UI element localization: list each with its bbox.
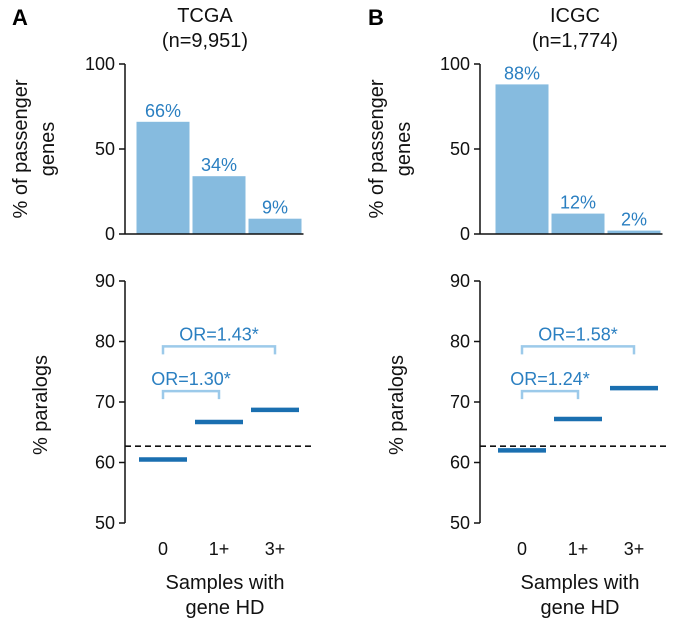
- y-axis-label: % of passenger: [10, 79, 32, 218]
- bar-chart: 88% 12% 2% 0 50 100 % of passenger genes: [366, 54, 663, 244]
- x-axis-label: Samples with: [166, 572, 285, 594]
- or-label: OR=1.43*: [179, 324, 259, 344]
- panel-subtitle: (n=9,951): [162, 30, 248, 52]
- x-axis-label: gene HD: [186, 597, 265, 619]
- y-tick-label: 0: [460, 224, 470, 244]
- y-tick-label: 80: [450, 332, 470, 352]
- y-tick-label: 90: [450, 271, 470, 291]
- or-bracket: [520, 389, 580, 400]
- bar: [192, 176, 246, 234]
- or-bracket: [161, 345, 277, 355]
- paralog-chart: 50 60 70 80 90 OR=1.30* OR=1.43* 0 1+ 3+ % paralog…: [30, 271, 315, 619]
- y-axis-label: % paralogs: [386, 355, 408, 455]
- x-tick-label: 3+: [624, 539, 645, 559]
- or-bracket: [520, 345, 636, 355]
- y-tick-label: 60: [450, 453, 470, 473]
- y-tick-label: 50: [450, 139, 470, 159]
- bar-chart: 66% 34% 9% 0 50 100 % of passenger genes: [10, 54, 304, 244]
- panel-b: B ICGC (n=1,774) 88% 12% 2% 0 50 100 % of passeng…: [366, 5, 670, 619]
- x-tick-label: 1+: [209, 539, 230, 559]
- bar-value-label: 66%: [145, 101, 181, 121]
- y-axis-label: % of passenger: [366, 79, 388, 218]
- y-tick-label: 60: [95, 453, 115, 473]
- y-axis-label: genes: [37, 122, 59, 177]
- bar-value-label: 9%: [262, 198, 288, 218]
- y-tick-label: 50: [95, 513, 115, 533]
- bar: [551, 213, 605, 234]
- bar-value-label: 88%: [504, 63, 540, 83]
- or-label: OR=1.24*: [510, 369, 590, 389]
- y-tick-label: 50: [95, 139, 115, 159]
- panel-letter: A: [12, 5, 28, 30]
- bar-value-label: 34%: [201, 155, 237, 175]
- bar: [607, 230, 661, 234]
- x-tick-label: 1+: [568, 539, 589, 559]
- y-axis-label: % paralogs: [30, 355, 52, 455]
- y-tick-label: 80: [95, 332, 115, 352]
- y-tick-label: 0: [105, 224, 115, 244]
- y-tick-label: 100: [85, 54, 115, 74]
- bar-value-label: 12%: [560, 193, 596, 213]
- or-bracket: [161, 389, 221, 400]
- x-tick-label: 3+: [265, 539, 286, 559]
- bar-value-label: 2%: [621, 210, 647, 230]
- bar: [495, 84, 549, 235]
- or-label: OR=1.30*: [151, 369, 231, 389]
- paralog-chart: 50 60 70 80 90 OR=1.24* OR=1.58* 0 1+ 3+ % paralog…: [386, 271, 670, 619]
- y-tick-label: 50: [450, 513, 470, 533]
- y-tick-label: 70: [95, 392, 115, 412]
- panel-a: A TCGA (n=9,951) 66% 34% 9% 0 50 100 % of passeng…: [10, 5, 315, 619]
- x-tick-label: 0: [158, 539, 168, 559]
- bar: [248, 218, 302, 234]
- x-axis-label: Samples with: [521, 572, 640, 594]
- y-tick-label: 70: [450, 392, 470, 412]
- y-tick-label: 90: [95, 271, 115, 291]
- x-axis-label: gene HD: [541, 597, 620, 619]
- panel-letter: B: [368, 5, 384, 30]
- x-tick-label: 0: [517, 539, 527, 559]
- or-label: OR=1.58*: [538, 324, 618, 344]
- bar: [136, 121, 190, 234]
- panel-subtitle: (n=1,774): [532, 30, 618, 52]
- y-tick-label: 100: [440, 54, 470, 74]
- panel-title: ICGC: [550, 5, 600, 27]
- panel-title: TCGA: [177, 5, 233, 27]
- y-axis-label: genes: [393, 122, 415, 177]
